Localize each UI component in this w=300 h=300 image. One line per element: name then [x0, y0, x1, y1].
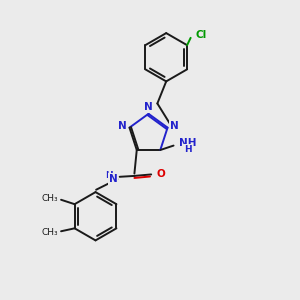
Text: Cl: Cl — [195, 31, 206, 40]
Text: H: H — [105, 171, 112, 180]
Text: N: N — [144, 102, 152, 112]
Text: N: N — [109, 174, 117, 184]
Text: H: H — [184, 145, 191, 154]
Text: N: N — [118, 121, 127, 131]
Text: CH₃: CH₃ — [41, 194, 58, 203]
Text: CH₃: CH₃ — [41, 228, 58, 237]
Text: N: N — [170, 121, 178, 131]
Text: O: O — [157, 169, 165, 179]
Text: NH: NH — [179, 138, 196, 148]
